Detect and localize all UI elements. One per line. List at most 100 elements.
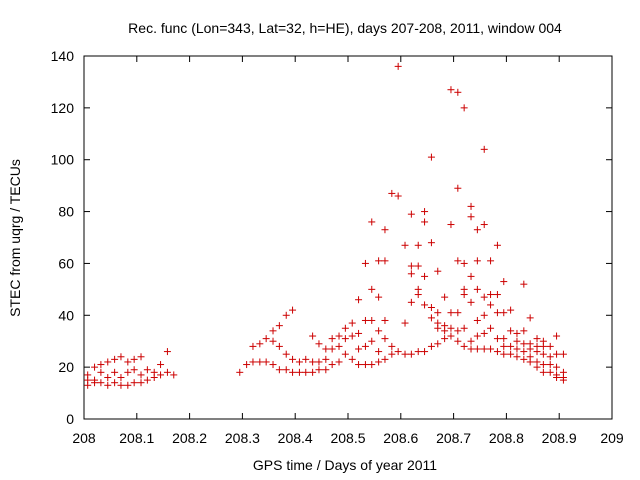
data-point bbox=[91, 363, 99, 371]
data-point bbox=[500, 350, 508, 358]
data-point bbox=[269, 361, 277, 369]
data-point bbox=[513, 329, 521, 337]
data-point bbox=[493, 335, 501, 343]
data-point bbox=[355, 345, 363, 353]
data-point bbox=[282, 366, 290, 374]
data-point bbox=[520, 355, 528, 363]
x-axis-label: GPS time / Days of year 2011 bbox=[253, 457, 437, 473]
data-point bbox=[553, 374, 561, 382]
data-point bbox=[394, 62, 402, 70]
data-point bbox=[143, 366, 151, 374]
data-point bbox=[309, 368, 317, 376]
data-point bbox=[434, 324, 442, 332]
data-point bbox=[407, 262, 415, 270]
data-point bbox=[500, 335, 508, 343]
data-point bbox=[427, 239, 435, 247]
data-point bbox=[467, 202, 475, 210]
data-point bbox=[520, 280, 528, 288]
data-point bbox=[355, 296, 363, 304]
data-point bbox=[553, 332, 561, 340]
data-point bbox=[295, 368, 303, 376]
data-point bbox=[256, 358, 264, 366]
data-point bbox=[427, 314, 435, 322]
data-point bbox=[124, 368, 132, 376]
data-point bbox=[381, 355, 389, 363]
data-point bbox=[460, 342, 468, 350]
data-point bbox=[487, 345, 495, 353]
data-point bbox=[473, 332, 481, 340]
data-point bbox=[381, 335, 389, 343]
data-point bbox=[335, 332, 343, 340]
data-point bbox=[315, 366, 323, 374]
data-point bbox=[361, 259, 369, 267]
data-point bbox=[275, 322, 283, 330]
data-point bbox=[454, 88, 462, 96]
data-point bbox=[111, 379, 119, 387]
x-tick-label: 208.4 bbox=[278, 430, 313, 446]
data-point bbox=[388, 342, 396, 350]
data-point bbox=[454, 309, 462, 317]
x-tick-label: 208 bbox=[72, 430, 96, 446]
data-point bbox=[454, 184, 462, 192]
data-point bbox=[315, 358, 323, 366]
data-point bbox=[302, 368, 310, 376]
data-point bbox=[539, 350, 547, 358]
data-point bbox=[414, 348, 422, 356]
data-point bbox=[480, 329, 488, 337]
data-point bbox=[282, 350, 290, 358]
data-point bbox=[394, 192, 402, 200]
data-point bbox=[473, 316, 481, 324]
data-point bbox=[375, 348, 383, 356]
data-point bbox=[137, 379, 145, 387]
data-point bbox=[381, 226, 389, 234]
data-point bbox=[513, 337, 521, 345]
data-point bbox=[341, 324, 349, 332]
data-point bbox=[487, 291, 495, 299]
data-point bbox=[480, 145, 488, 153]
data-point bbox=[460, 324, 468, 332]
data-point bbox=[375, 257, 383, 265]
data-point bbox=[341, 335, 349, 343]
data-point bbox=[533, 348, 541, 356]
y-tick-label: 140 bbox=[51, 48, 75, 64]
data-point bbox=[487, 301, 495, 309]
data-point bbox=[473, 257, 481, 265]
data-point bbox=[539, 368, 547, 376]
x-tick-label: 208.9 bbox=[542, 430, 577, 446]
data-point bbox=[275, 342, 283, 350]
data-point bbox=[170, 371, 178, 379]
x-tick-label: 208.8 bbox=[489, 430, 524, 446]
data-point bbox=[553, 363, 561, 371]
axis-ticks: 208 208.1 208.2 208.3 208.4 208.5 208.6 208.7 20… bbox=[51, 48, 624, 446]
data-point bbox=[427, 304, 435, 312]
data-point bbox=[546, 353, 554, 361]
data-point bbox=[441, 335, 449, 343]
data-point bbox=[348, 332, 356, 340]
data-point bbox=[507, 306, 515, 314]
data-point bbox=[97, 379, 105, 387]
data-point bbox=[236, 368, 244, 376]
data-point bbox=[375, 358, 383, 366]
x-tick-label: 208.6 bbox=[383, 430, 418, 446]
data-point bbox=[467, 337, 475, 345]
data-point bbox=[124, 381, 132, 389]
data-point bbox=[414, 291, 422, 299]
data-point bbox=[361, 342, 369, 350]
data-point bbox=[335, 358, 343, 366]
data-point bbox=[467, 345, 475, 353]
data-point bbox=[150, 374, 158, 382]
data-point bbox=[427, 153, 435, 161]
data-point bbox=[546, 342, 554, 350]
data-point bbox=[520, 327, 528, 335]
data-point bbox=[434, 340, 442, 348]
data-point bbox=[421, 348, 429, 356]
data-point bbox=[262, 335, 270, 343]
data-point bbox=[243, 361, 251, 369]
data-point bbox=[421, 272, 429, 280]
data-point bbox=[137, 371, 145, 379]
data-point bbox=[124, 358, 132, 366]
data-point bbox=[526, 358, 534, 366]
data-point bbox=[513, 345, 521, 353]
data-point bbox=[130, 355, 138, 363]
data-point bbox=[341, 350, 349, 358]
